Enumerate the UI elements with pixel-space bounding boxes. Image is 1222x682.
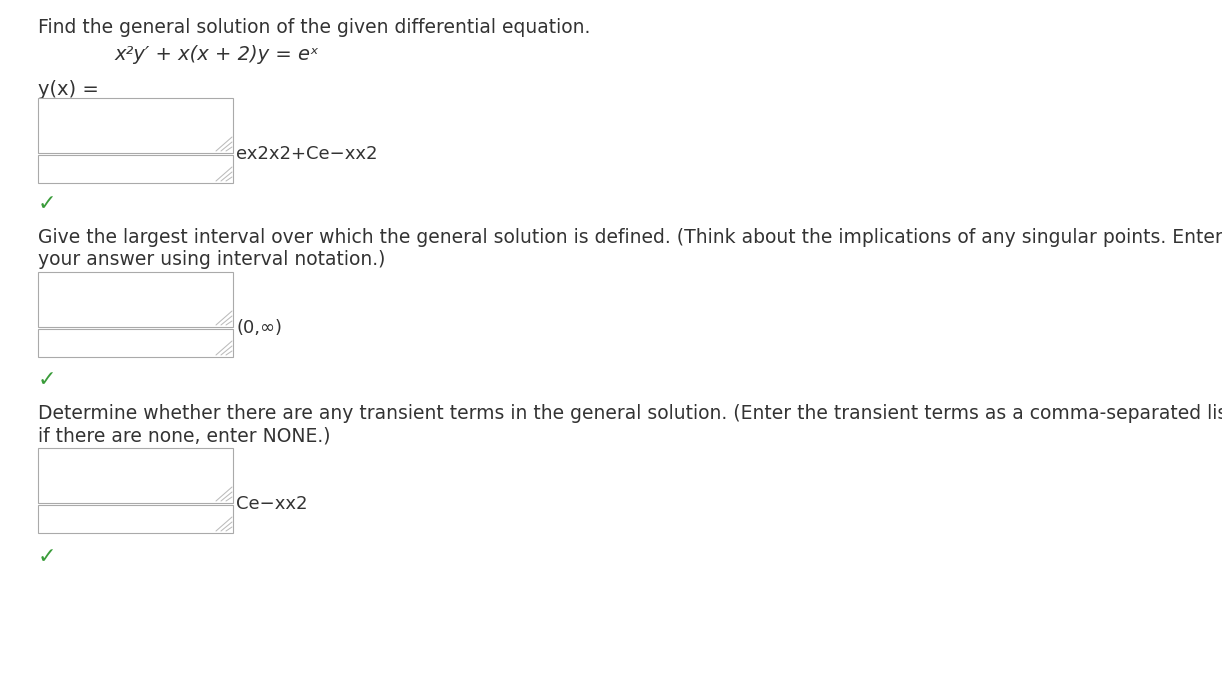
Text: y(x) =: y(x) = bbox=[38, 80, 99, 99]
Text: your answer using interval notation.): your answer using interval notation.) bbox=[38, 250, 385, 269]
Text: if there are none, enter NONE.): if there are none, enter NONE.) bbox=[38, 426, 330, 445]
Text: ✓: ✓ bbox=[38, 194, 56, 214]
FancyBboxPatch shape bbox=[38, 448, 233, 503]
Text: ✓: ✓ bbox=[38, 370, 56, 390]
FancyBboxPatch shape bbox=[38, 272, 233, 327]
Text: (0,∞): (0,∞) bbox=[236, 319, 282, 337]
Text: Find the general solution of the given differential equation.: Find the general solution of the given d… bbox=[38, 18, 590, 37]
FancyBboxPatch shape bbox=[38, 505, 233, 533]
FancyBboxPatch shape bbox=[38, 329, 233, 357]
Text: x²y′ + x(x + 2)y = eˣ: x²y′ + x(x + 2)y = eˣ bbox=[115, 45, 320, 64]
Text: ex2x2+Ce−xx2: ex2x2+Ce−xx2 bbox=[236, 145, 378, 163]
Text: Ce−xx2: Ce−xx2 bbox=[236, 495, 308, 513]
FancyBboxPatch shape bbox=[38, 98, 233, 153]
FancyBboxPatch shape bbox=[38, 155, 233, 183]
Text: ✓: ✓ bbox=[38, 547, 56, 567]
Text: Determine whether there are any transient terms in the general solution. (Enter : Determine whether there are any transien… bbox=[38, 404, 1222, 423]
Text: Give the largest interval over which the general solution is defined. (Think abo: Give the largest interval over which the… bbox=[38, 228, 1222, 247]
